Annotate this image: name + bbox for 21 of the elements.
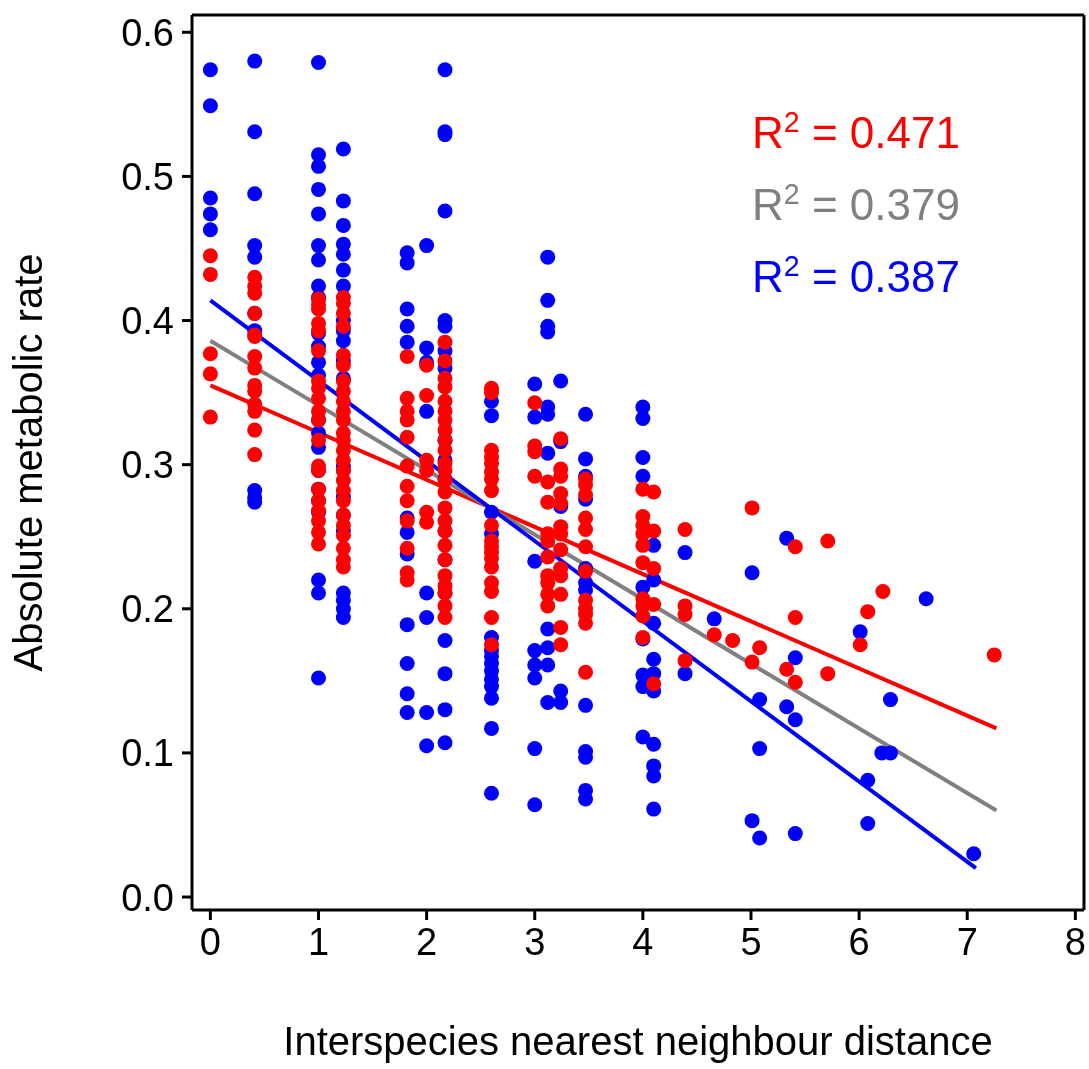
y-tick-label: 0.1 [121,732,174,775]
y-tick-label: 0.4 [121,300,174,343]
x-axis-title: Interspecies nearest neighbour distance [283,1019,993,1063]
y-tick-label: 0.3 [121,444,174,487]
annotation: R$^{2}$ = 0.379 [752,178,960,229]
x-tick-label: 7 [956,920,978,963]
y-tick-label: 0.6 [121,11,174,54]
x-tick-label: 3 [524,920,546,963]
x-tick-label: 4 [632,920,654,963]
y-tick-label: 0.5 [121,155,174,198]
x-tick-label: 5 [740,920,762,963]
annotation: R$^{2}$ = 0.471 [752,106,960,157]
x-tick-label: 8 [1064,920,1086,963]
x-tick-label: 0 [199,920,221,963]
annotation: R$^{2}$ = 0.387 [752,250,960,301]
x-tick-label: 6 [848,920,870,963]
y-tick-label: 0.2 [121,588,174,631]
y-axis-title: Absolute metabolic rate [6,253,51,672]
x-tick-label: 1 [307,920,330,963]
y-tick-label: 0.0 [121,876,174,919]
x-tick-label: 2 [416,920,438,963]
